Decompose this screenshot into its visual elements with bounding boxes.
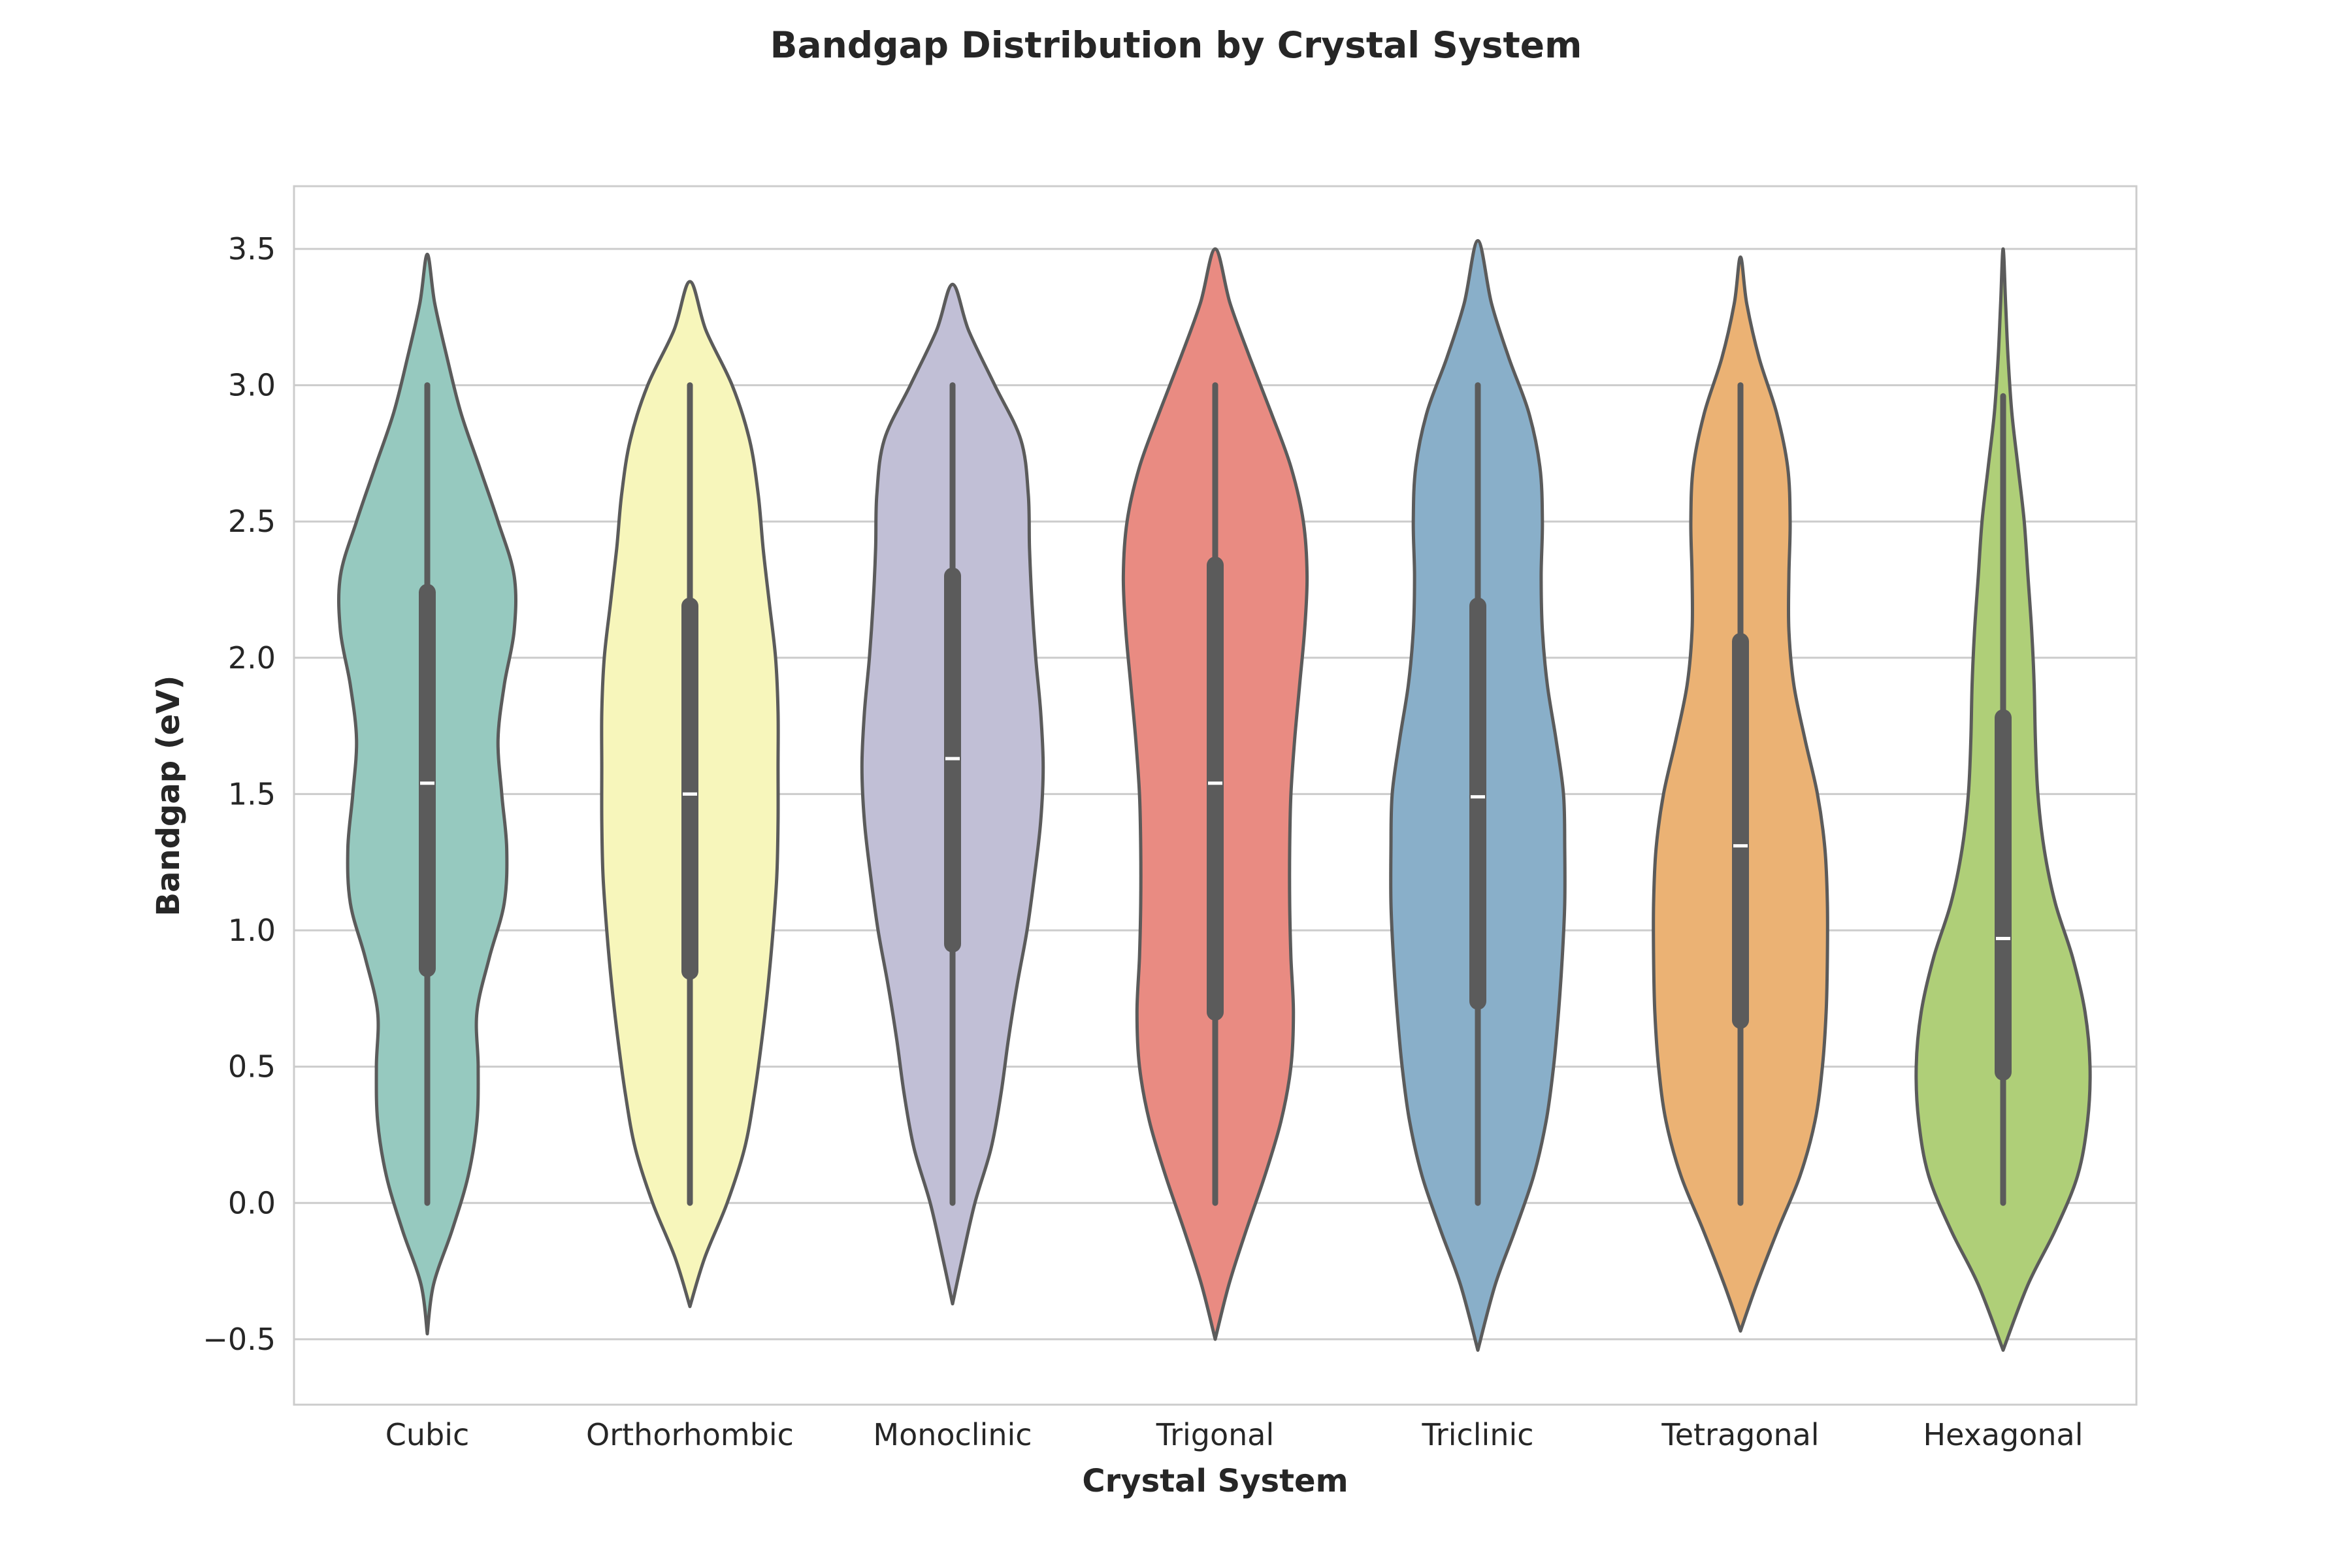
chart-title: Bandgap Distribution by Crystal System [770,24,1582,66]
violin-cubic [337,252,517,1335]
x-axis-label: Crystal System [1082,1463,1348,1499]
x-tick-labels: Cubic Orthorhombic Monoclinic Trigonal Tricl… [385,1417,2083,1452]
y-tick-label: 3.5 [228,231,276,267]
y-tick-label: 0.5 [228,1049,276,1085]
violin-monoclinic [860,282,1045,1306]
x-tick-label: Orthorhombic [586,1417,794,1452]
y-tick-label: 1.5 [228,776,276,811]
y-tick-label: −0.5 [203,1322,276,1357]
x-tick-label: Hexagonal [1923,1417,2083,1452]
plot-frame [293,185,2138,1406]
x-tick-label: Tetragonal [1661,1417,1819,1452]
x-tick-label: Trigonal [1156,1417,1275,1452]
y-tick-label: 2.0 [228,640,276,676]
violins [337,238,2092,1352]
y-axis-label: Bandgap (eV) [150,676,187,917]
y-tick-label: 1.0 [228,913,276,948]
violin-orthorhombic [600,280,780,1309]
x-tick-label: Triclinic [1421,1417,1533,1452]
x-tick-label: Monoclinic [873,1417,1032,1452]
y-tick-labels: −0.5 0.0 0.5 1.0 1.5 2.0 2.5 3.0 3.5 [203,231,276,1357]
violin-tetragonal [1652,255,1829,1333]
y-tick-label: 2.5 [228,504,276,539]
violin-hexagonal [1914,247,2092,1352]
violin-triclinic [1389,238,1567,1352]
y-tick-label: 0.0 [228,1185,276,1220]
y-tick-label: 3.0 [228,368,276,403]
x-tick-label: Cubic [385,1417,470,1452]
violin-trigonal [1121,247,1309,1341]
